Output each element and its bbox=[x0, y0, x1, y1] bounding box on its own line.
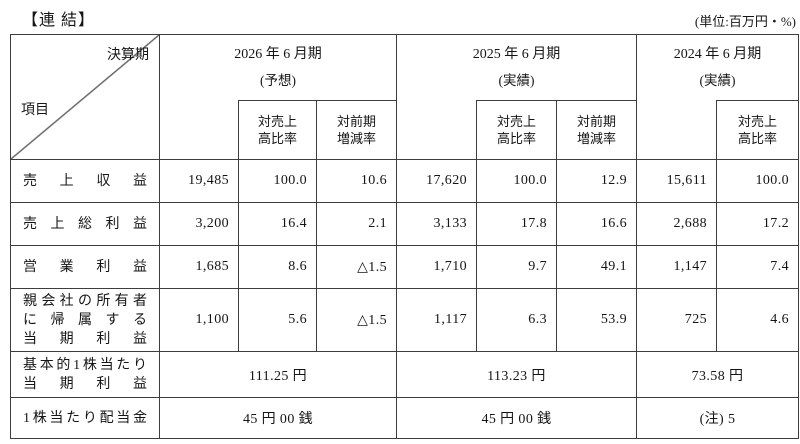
subheader-yoy-change-2025: 対前期 増減率 bbox=[556, 100, 636, 159]
table-cell: 7.4 bbox=[716, 245, 798, 288]
row-label-text: 売上収益 bbox=[23, 173, 147, 189]
subheader-yoy-change-2026: 対前期 増減率 bbox=[316, 100, 396, 159]
row-label-text: 売上総利益 bbox=[23, 216, 147, 232]
subheader-row-2026: 対売上 高比率 対前期 増減率 bbox=[160, 100, 396, 159]
table-cell: 2.1 bbox=[316, 202, 396, 245]
table-cell: 17.8 bbox=[476, 202, 556, 245]
row-label-profit-attributable-to-owners: 親会社の所有者 に帰属する 当期利益 bbox=[11, 288, 159, 351]
period-qualifier: (予想) bbox=[260, 73, 296, 88]
table-cell: 9.7 bbox=[476, 245, 556, 288]
row-label-text: 親会社の所有者 bbox=[23, 293, 147, 309]
table-cell: 17.2 bbox=[716, 202, 798, 245]
subheader-spacer bbox=[637, 100, 716, 159]
period-label: 2025 年 6 月期 bbox=[472, 47, 561, 62]
table-cell: 12.9 bbox=[556, 159, 636, 202]
row-label-text: 1株当たり配当金 bbox=[23, 410, 147, 426]
period-label: 2026 年 6 月期 bbox=[234, 47, 322, 62]
table-cell: 100.0 bbox=[716, 159, 798, 202]
period-qualifier: (実績) bbox=[699, 73, 736, 88]
table-cell-eps-2026: 111.25 円 bbox=[159, 351, 396, 397]
table-cell: 3,133 bbox=[396, 202, 476, 245]
column-axis-label: 決算期 bbox=[107, 48, 149, 63]
row-label-text: 基本的1株当たり bbox=[23, 357, 147, 373]
table-cell-eps-2025: 113.23 円 bbox=[396, 351, 636, 397]
row-label-revenue: 売上収益 bbox=[11, 159, 159, 202]
table-cell: 1,147 bbox=[636, 245, 716, 288]
table-cell: 8.6 bbox=[238, 245, 316, 288]
column-group-2026: 2026 年 6 月期 (予想) 対売上 高比率 対前期 増減率 bbox=[159, 35, 396, 159]
column-group-2025: 2025 年 6 月期 (実績) 対売上 高比率 対前期 増減率 bbox=[396, 35, 636, 159]
row-label-operating-profit: 営業利益 bbox=[11, 245, 159, 288]
period-header-2024: 2024 年 6 月期 (実績) bbox=[637, 35, 798, 100]
table-cell: 100.0 bbox=[476, 159, 556, 202]
period-header-2025: 2025 年 6 月期 (実績) bbox=[397, 35, 636, 100]
subheader-row-2025: 対売上 高比率 対前期 増減率 bbox=[397, 100, 636, 159]
financial-results-table: 決算期 項目 2026 年 6 月期 (予想) 対売上 高比率 対前期 増減率 … bbox=[10, 34, 799, 439]
row-label-text: 当期利益 bbox=[23, 331, 147, 347]
period-qualifier: (実績) bbox=[498, 73, 535, 88]
table-cell: 53.9 bbox=[556, 288, 636, 351]
table-cell: 4.6 bbox=[716, 288, 798, 351]
period-label: 2024 年 6 月期 bbox=[673, 47, 762, 62]
table-cell: 16.6 bbox=[556, 202, 636, 245]
table-cell-dividend-2026: 45 円 00 銭 bbox=[159, 397, 396, 438]
table-cell: 725 bbox=[636, 288, 716, 351]
subheader-sales-ratio-2024: 対売上 高比率 bbox=[716, 100, 798, 159]
table-cell: 2,688 bbox=[636, 202, 716, 245]
table-cell: 15,611 bbox=[636, 159, 716, 202]
row-label-basic-eps: 基本的1株当たり 当期利益 bbox=[11, 351, 159, 397]
table-cell: 100.0 bbox=[238, 159, 316, 202]
table-cell: 16.4 bbox=[238, 202, 316, 245]
subheader-sales-ratio-2025: 対売上 高比率 bbox=[476, 100, 556, 159]
table-cell: 10.6 bbox=[316, 159, 396, 202]
row-label-dividend-per-share: 1株当たり配当金 bbox=[11, 397, 159, 438]
subheader-spacer bbox=[160, 100, 238, 159]
column-group-2024: 2024 年 6 月期 (実績) 対売上 高比率 bbox=[636, 35, 798, 159]
row-label-text: に帰属する bbox=[23, 312, 147, 328]
table-cell: 19,485 bbox=[159, 159, 238, 202]
table-cell: 17,620 bbox=[396, 159, 476, 202]
row-label-text: 営業利益 bbox=[23, 259, 147, 275]
table-cell-dividend-2024-note: (注) 5 bbox=[636, 397, 798, 438]
table-cell: 6.3 bbox=[476, 288, 556, 351]
table-cell: 1,710 bbox=[396, 245, 476, 288]
table-cell: 49.1 bbox=[556, 245, 636, 288]
table-cell-eps-2024: 73.58 円 bbox=[636, 351, 798, 397]
table-cell: 1,100 bbox=[159, 288, 238, 351]
table-cell: 1,117 bbox=[396, 288, 476, 351]
page-title: 【連 結】 bbox=[22, 12, 96, 29]
table-cell-dividend-2025: 45 円 00 銭 bbox=[396, 397, 636, 438]
table-cell: 3,200 bbox=[159, 202, 238, 245]
row-label-text: 当期利益 bbox=[23, 376, 147, 392]
period-header-2026: 2026 年 6 月期 (予想) bbox=[160, 35, 396, 100]
subheader-spacer bbox=[397, 100, 476, 159]
table-cell: 1,685 bbox=[159, 245, 238, 288]
row-axis-label: 項目 bbox=[21, 103, 49, 118]
subheader-sales-ratio-2026: 対売上 高比率 bbox=[238, 100, 316, 159]
table-cell: 5.6 bbox=[238, 288, 316, 351]
unit-note: (単位:百万円・%) bbox=[694, 14, 796, 29]
corner-header-cell: 決算期 項目 bbox=[11, 35, 159, 159]
row-label-gross-profit: 売上総利益 bbox=[11, 202, 159, 245]
table-cell: △1.5 bbox=[316, 288, 396, 351]
subheader-row-2024: 対売上 高比率 bbox=[637, 100, 798, 159]
table-cell: △1.5 bbox=[316, 245, 396, 288]
